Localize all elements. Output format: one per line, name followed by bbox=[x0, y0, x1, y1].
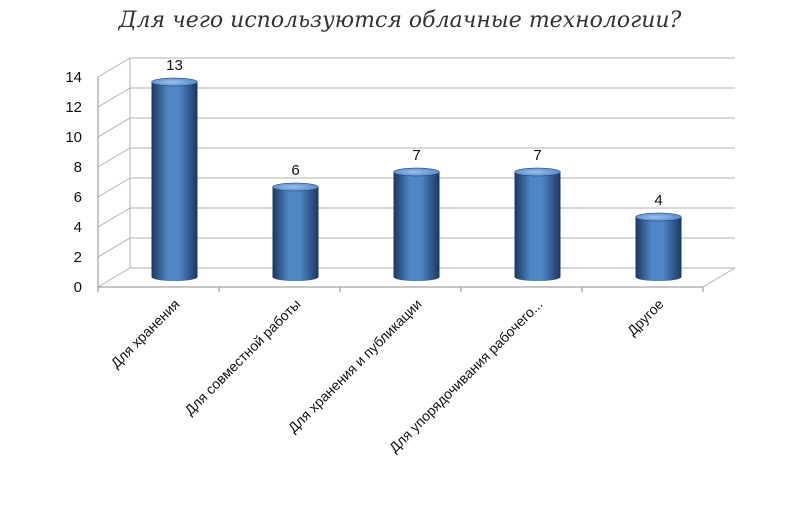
y-tick-label: 14 bbox=[65, 69, 82, 86]
data-label: 6 bbox=[291, 162, 299, 179]
gridline bbox=[97, 147, 735, 168]
gridline bbox=[97, 57, 735, 78]
y-tick-label: 10 bbox=[65, 129, 82, 146]
y-tick-label: 2 bbox=[74, 249, 82, 266]
x-tick-label: Другое bbox=[624, 296, 667, 339]
gridline bbox=[97, 117, 735, 138]
floor-right-edge bbox=[702, 267, 736, 288]
bar bbox=[272, 182, 319, 281]
chart-title: Для чего используются облачные технологи… bbox=[118, 8, 682, 33]
data-label: 4 bbox=[654, 192, 662, 209]
x-tick-label: Для хранения и публикации bbox=[285, 296, 425, 436]
bar bbox=[635, 212, 682, 281]
y-tick-label: 8 bbox=[74, 159, 82, 176]
y-tick-label: 0 bbox=[74, 279, 82, 296]
gridline bbox=[97, 87, 735, 108]
data-label: 13 bbox=[166, 57, 183, 74]
y-tick-label: 12 bbox=[65, 99, 82, 116]
y-tick-label: 4 bbox=[74, 219, 82, 236]
bar bbox=[514, 167, 561, 281]
x-tick-label: Для хранения bbox=[107, 296, 182, 371]
y-tick-label: 6 bbox=[74, 189, 82, 206]
x-tick-label: Для совместной работы bbox=[181, 296, 303, 418]
bar bbox=[151, 77, 198, 281]
data-label: 7 bbox=[412, 147, 420, 164]
data-label: 7 bbox=[533, 147, 541, 164]
bar bbox=[393, 167, 440, 281]
